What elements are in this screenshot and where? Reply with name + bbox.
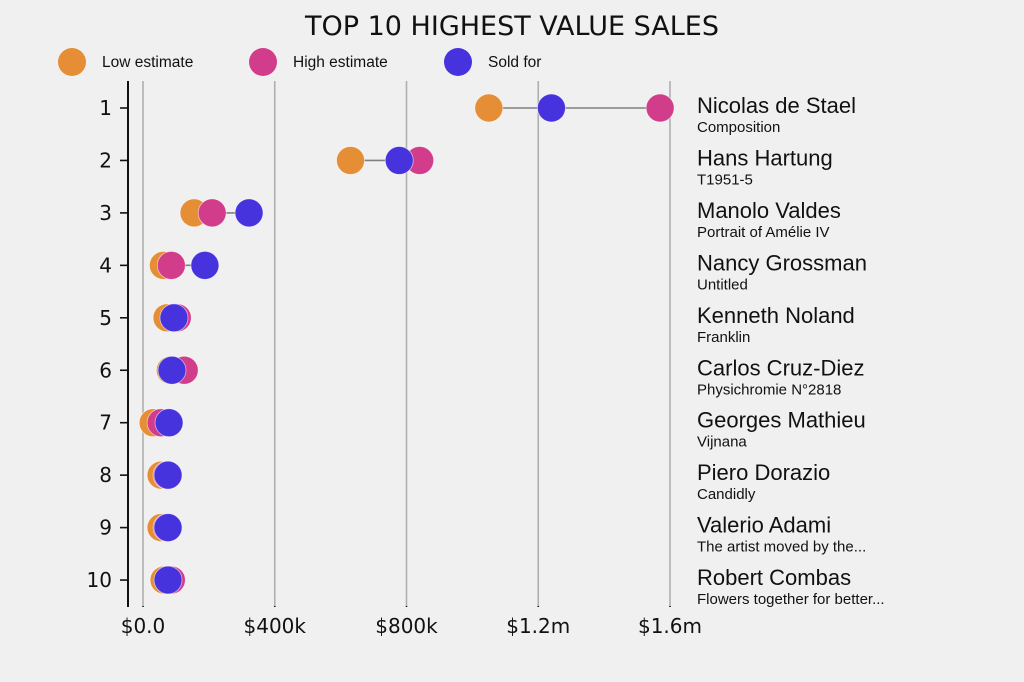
dot-sold-for xyxy=(153,460,183,490)
artwork-title: Flowers together for better... xyxy=(697,591,885,608)
rank-label: 5 xyxy=(99,306,112,330)
dot-sold-for xyxy=(537,93,566,123)
plot-rows xyxy=(138,93,675,595)
rank-label: 3 xyxy=(99,201,112,225)
artist-name: Piero Dorazio xyxy=(697,460,830,485)
artist-name: Carlos Cruz-Diez xyxy=(697,355,864,380)
legend-swatch-sold-for xyxy=(444,48,472,76)
legend-item-sold-for: Sold for xyxy=(444,48,541,76)
artwork-title: Composition xyxy=(697,119,780,136)
rank-label: 6 xyxy=(99,358,112,382)
artwork-title: Physichromie N°2818 xyxy=(697,381,841,398)
row-piero-dorazio xyxy=(146,460,183,490)
artwork-title: Portrait of Amélie IV xyxy=(697,224,830,241)
dot-sold-for xyxy=(159,303,189,333)
artist-name: Manolo Valdes xyxy=(697,198,841,223)
artist-name: Valerio Adami xyxy=(697,513,831,538)
legend-item-high-estimate: High estimate xyxy=(249,48,388,76)
legend-swatch-low-estimate xyxy=(58,48,86,76)
artwork-title: T1951-5 xyxy=(697,171,753,188)
x-tick-label: $0.0 xyxy=(121,614,166,638)
artist-name: Nicolas de Stael xyxy=(697,93,856,118)
legend-item-low-estimate: Low estimate xyxy=(58,48,193,76)
row-manolo-valdes xyxy=(179,198,264,228)
x-tick-label: $400k xyxy=(244,614,307,638)
row-valerio-adami xyxy=(146,513,183,542)
dot-sold-for xyxy=(157,355,187,385)
artwork-title: Candidly xyxy=(697,486,756,503)
artist-name: Georges Mathieu xyxy=(697,408,866,433)
x-tick-label: $800k xyxy=(375,614,438,638)
rank-label: 7 xyxy=(99,411,112,435)
row-hans-hartung xyxy=(336,146,435,175)
artwork-title: Franklin xyxy=(697,329,750,346)
artist-name: Kenneth Noland xyxy=(697,303,855,328)
row-nancy-grossman xyxy=(149,250,220,280)
row-kenneth-noland xyxy=(152,303,192,333)
dot-high-estimate xyxy=(645,93,675,123)
y-axis-rank-ticks: 1 2 3 4 5 6 7 8 9 10 xyxy=(87,96,128,592)
dot-low-estimate xyxy=(336,146,365,175)
artist-name: Robert Combas xyxy=(697,565,851,590)
dot-low-estimate xyxy=(474,93,504,123)
rank-label: 8 xyxy=(99,463,112,487)
x-axis-tick-labels: $0.0 $400k $800k $1.2m $1.6m xyxy=(121,606,702,638)
rank-label: 9 xyxy=(99,516,112,540)
legend-label-sold-for: Sold for xyxy=(488,54,541,71)
row-nicolas-de-stael xyxy=(474,93,675,123)
legend: Low estimate High estimate Sold for xyxy=(58,48,541,76)
x-tick-label: $1.6m xyxy=(638,614,702,638)
row-georges-mathieu xyxy=(138,408,184,438)
rank-label: 1 xyxy=(99,96,112,120)
rank-label: 2 xyxy=(99,148,112,172)
x-tick-label: $1.2m xyxy=(506,614,570,638)
rank-label: 4 xyxy=(99,253,112,277)
dot-high-estimate xyxy=(156,250,186,280)
dot-sold-for xyxy=(154,408,184,438)
chart-title: TOP 10 HIGHEST VALUE SALES xyxy=(304,11,719,42)
dot-sold-for xyxy=(384,146,414,175)
dot-sold-for xyxy=(234,198,264,228)
artwork-title: The artist moved by the... xyxy=(697,539,866,556)
rank-label: 10 xyxy=(87,568,112,592)
legend-swatch-high-estimate xyxy=(249,48,277,76)
artist-name: Hans Hartung xyxy=(697,145,833,170)
dot-sold-for xyxy=(153,513,183,542)
legend-label-low-estimate: Low estimate xyxy=(102,54,193,71)
artwork-title: Vijnana xyxy=(697,434,747,451)
dot-sold-for xyxy=(153,565,183,595)
artist-name: Nancy Grossman xyxy=(697,250,867,275)
dot-high-estimate xyxy=(197,198,227,228)
row-robert-combas xyxy=(149,565,186,595)
row-carlos-cruz-diez xyxy=(155,355,199,385)
dot-sold-for xyxy=(190,250,220,280)
artwork-title: Untitled xyxy=(697,276,748,293)
legend-label-high-estimate: High estimate xyxy=(293,54,388,71)
